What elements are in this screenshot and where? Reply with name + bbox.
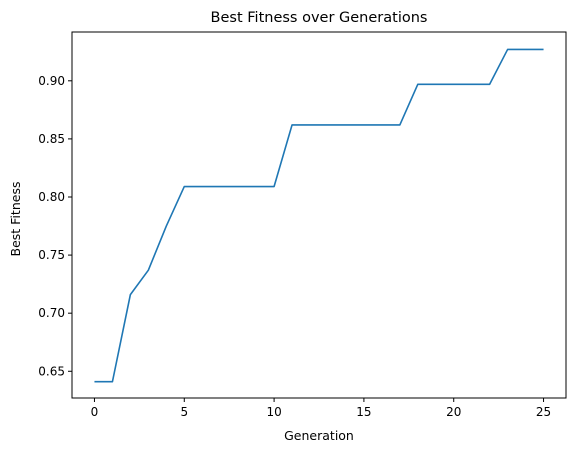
y-axis-label: Best Fitness	[8, 182, 23, 257]
plot-area	[94, 48, 544, 383]
y-tick-label: 0.90	[38, 74, 65, 88]
x-axis-label: Generation	[284, 428, 354, 443]
x-tick-label: 5	[180, 405, 188, 419]
y-tick-label: 0.75	[38, 248, 65, 262]
y-tick-label: 0.80	[38, 190, 65, 204]
fitness-line	[94, 48, 544, 383]
x-axis: 0 5 10 15 20 25	[91, 398, 551, 419]
plot-frame	[71, 31, 567, 399]
x-tick-label: 25	[536, 405, 551, 419]
x-tick-label: 15	[356, 405, 371, 419]
y-axis: 0.65 0.70 0.75 0.80 0.85 0.90	[38, 74, 72, 378]
y-tick-label: 0.65	[38, 364, 65, 378]
y-tick-label: 0.85	[38, 132, 65, 146]
y-tick-label: 0.70	[38, 306, 65, 320]
x-tick-label: 0	[91, 405, 99, 419]
chart-title: Best Fitness over Generations	[211, 10, 428, 26]
x-tick-label: 10	[266, 405, 281, 419]
x-tick-label: 20	[446, 405, 461, 419]
